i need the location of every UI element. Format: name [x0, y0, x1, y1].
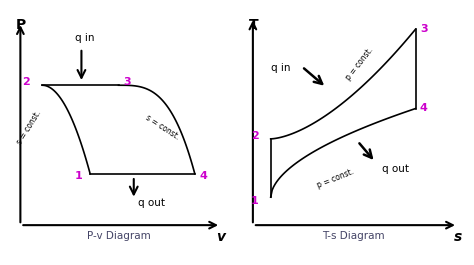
Text: p = const.: p = const. — [316, 167, 355, 190]
Text: 2: 2 — [23, 77, 30, 87]
Text: q out: q out — [382, 164, 409, 174]
Text: P-v Diagram: P-v Diagram — [87, 231, 150, 241]
Text: q in: q in — [271, 63, 290, 73]
Text: s = const.: s = const. — [15, 109, 43, 146]
Text: v: v — [216, 230, 225, 244]
Text: P: P — [16, 17, 26, 32]
Text: 2: 2 — [251, 131, 258, 141]
Text: p = const.: p = const. — [344, 46, 375, 82]
Text: q in: q in — [75, 33, 94, 43]
Text: T: T — [248, 17, 258, 32]
Text: s: s — [454, 230, 462, 244]
Text: 1: 1 — [251, 196, 258, 206]
Text: 1: 1 — [75, 170, 82, 180]
Text: 4: 4 — [420, 103, 428, 113]
Text: T-s Diagram: T-s Diagram — [322, 231, 384, 241]
Text: 3: 3 — [123, 77, 130, 87]
Text: 4: 4 — [199, 170, 207, 180]
Text: q out: q out — [138, 198, 165, 209]
Text: 3: 3 — [420, 24, 428, 34]
Text: s = const.: s = const. — [144, 113, 181, 142]
